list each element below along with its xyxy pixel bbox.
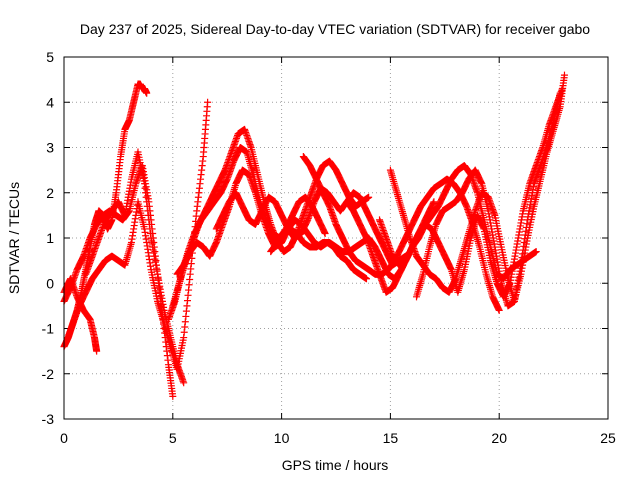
y-tick-label: -2 [42, 366, 55, 382]
x-tick-label: 10 [274, 430, 290, 446]
axis-ticks: 0 5 10 15 20 25 -3 -2 -1 0 1 2 3 4 5 [42, 49, 616, 446]
data-points [60, 71, 568, 400]
y-axis-title: SDTVAR / TECUs [6, 182, 22, 294]
x-tick-label: 5 [169, 430, 177, 446]
data-point [169, 392, 177, 400]
x-tick-label: 0 [60, 430, 68, 446]
series-sat-d [82, 148, 188, 387]
y-tick-label: 4 [46, 94, 54, 110]
y-tick-label: -3 [42, 411, 55, 427]
data-point [321, 229, 329, 237]
y-tick-label: 3 [46, 140, 54, 156]
data-point [204, 98, 212, 106]
x-tick-label: 20 [491, 430, 507, 446]
x-tick-label: 15 [383, 430, 399, 446]
x-tick-label: 25 [600, 430, 616, 446]
x-axis-title: GPS time / hours [282, 457, 389, 473]
data-point [362, 275, 370, 283]
y-tick-label: -1 [42, 321, 55, 337]
y-tick-label: 0 [46, 275, 54, 291]
chart-title: Day 237 of 2025, Sidereal Day-to-day VTE… [80, 21, 590, 37]
y-tick-label: 5 [46, 49, 54, 65]
data-point [180, 379, 188, 387]
series-sat-g [169, 125, 373, 310]
series-sat-c [62, 98, 212, 373]
y-tick-label: 2 [46, 185, 54, 201]
data-point [143, 89, 151, 97]
y-tick-label: 1 [46, 230, 54, 246]
